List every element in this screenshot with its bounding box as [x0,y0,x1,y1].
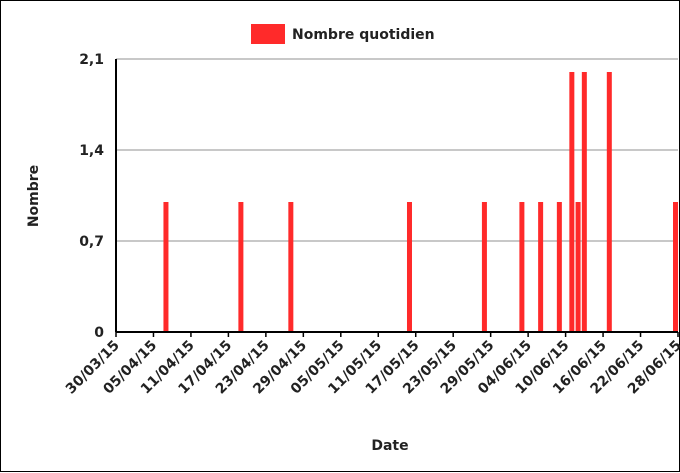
bar [238,202,244,332]
bar [519,202,525,332]
x-tick-labels: 30/03/1505/04/1511/04/1517/04/1523/04/15… [63,338,680,398]
x-axis-title: Date [371,438,408,454]
y-axis-title: Nombre [26,165,42,227]
grid-lines [116,58,678,242]
bar [163,202,169,332]
legend-label: Nombre quotidien [292,27,435,43]
bar [556,202,562,332]
axes [115,59,679,337]
bar [575,202,581,332]
bar [673,202,678,332]
bars [163,72,678,332]
bar [581,72,587,332]
y-tick-label: 0 [94,325,104,341]
bar [569,72,575,332]
legend-swatch [251,24,285,44]
y-tick-label: 1,4 [79,143,104,159]
bar [406,202,412,332]
y-tick-label: 2,1 [79,52,104,68]
bar [288,202,294,332]
legend: Nombre quotidien [251,24,435,44]
y-tick-label: 0,7 [79,234,104,250]
y-tick-labels: 0 0,7 1,4 2,1 [79,52,104,341]
bar [538,202,544,332]
bar [606,72,612,332]
bar [481,202,487,332]
